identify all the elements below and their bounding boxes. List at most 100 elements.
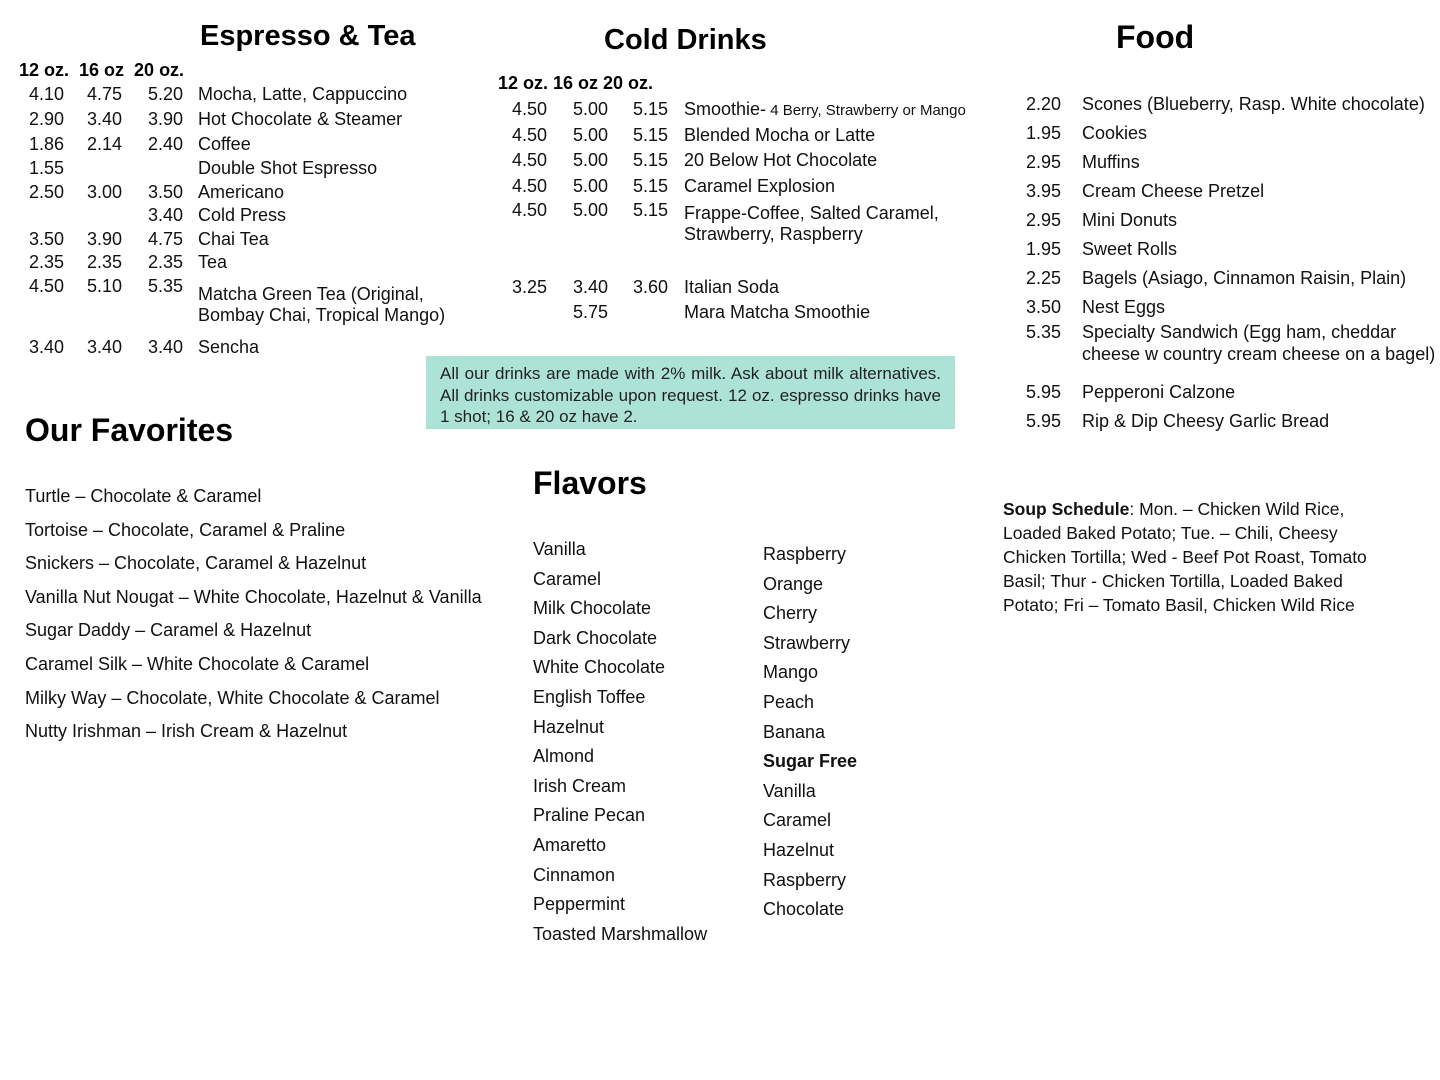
price-12oz: 3.40 bbox=[28, 337, 64, 357]
sugar-free-flavor-item: Vanilla bbox=[763, 780, 816, 801]
favorite-item: Caramel Silk – White Chocolate & Caramel bbox=[25, 654, 370, 674]
food-name: Mini Donuts bbox=[1082, 210, 1178, 230]
favorite-item: Sugar Daddy – Caramel & Hazelnut bbox=[25, 620, 312, 641]
flavor-item: Amaretto bbox=[533, 835, 607, 855]
item-name: Matcha Green Tea (Original, bbox=[198, 284, 424, 304]
espresso-title: Espresso & Tea bbox=[200, 20, 416, 52]
food-name: Rip & Dip Cheesy Garlic Bread bbox=[1082, 411, 1330, 431]
food-title: Food bbox=[1116, 19, 1195, 55]
flavor-item: Strawberry bbox=[763, 632, 851, 653]
price-16oz: 5.00 bbox=[572, 99, 608, 119]
flavor-item: Vanilla bbox=[533, 539, 586, 559]
price-16oz: 3.40 bbox=[86, 109, 122, 129]
food-price: 1.95 bbox=[1026, 239, 1062, 259]
food-name: Cookies bbox=[1082, 123, 1148, 143]
price-12oz: 4.50 bbox=[511, 150, 547, 170]
price-16oz: 5.75 bbox=[572, 302, 608, 322]
price-16oz: 3.90 bbox=[86, 229, 122, 249]
flavor-item: Milk Chocolate bbox=[533, 598, 652, 619]
flavor-item: White Chocolate bbox=[533, 657, 666, 678]
price-12oz: 1.55 bbox=[28, 158, 64, 178]
flavor-item: Mango bbox=[763, 662, 819, 683]
food-name: Specialty Sandwich (Egg ham, cheddar bbox=[1082, 322, 1397, 342]
price-16oz: 4.75 bbox=[86, 84, 122, 104]
sugar-free-flavor-item: Raspberry bbox=[763, 869, 847, 890]
favorite-item: Nutty Irishman – Irish Cream & Hazelnut bbox=[25, 721, 348, 742]
soup-schedule-label: Soup Schedule bbox=[1003, 499, 1130, 519]
milk-note: All our drinks are made with 2% milk. As… bbox=[426, 356, 955, 429]
soup-schedule: Soup Schedule: Mon. – Chicken Wild Rice,… bbox=[1003, 497, 1403, 617]
item-name: Double Shot Espresso bbox=[198, 158, 378, 178]
item-name: Blended Mocha or Latte bbox=[684, 125, 876, 145]
food-price: 5.95 bbox=[1026, 382, 1062, 402]
price-12oz: 3.50 bbox=[28, 229, 64, 249]
favorite-item: Milky Way – Chocolate, White Chocolate &… bbox=[25, 687, 440, 708]
sugar-free-flavor-item: Chocolate bbox=[763, 899, 845, 920]
flavor-item: Almond bbox=[533, 746, 595, 767]
price-20oz: 3.60 bbox=[632, 277, 668, 297]
price-12oz: 2.50 bbox=[28, 182, 64, 202]
item-name: Bombay Chai, Tropical Mango) bbox=[198, 305, 446, 325]
price-12oz: 2.35 bbox=[28, 252, 64, 272]
price-16oz: 2.35 bbox=[86, 252, 122, 272]
favorite-item: Tortoise – Chocolate, Caramel & Praline bbox=[25, 519, 346, 540]
price-20oz: 3.90 bbox=[147, 109, 183, 129]
price-16oz: 5.10 bbox=[86, 276, 122, 296]
food-name: Bagels (Asiago, Cinnamon Raisin, Plain) bbox=[1082, 268, 1407, 288]
price-12oz: 4.50 bbox=[511, 99, 547, 119]
price-12oz: 2.90 bbox=[28, 109, 64, 129]
item-name: Hot Chocolate & Steamer bbox=[198, 109, 403, 129]
price-20oz: 2.40 bbox=[147, 134, 183, 154]
sugar-free-heading: Sugar Free bbox=[763, 751, 858, 772]
item-name: Frappe-Coffee, Salted Caramel, bbox=[684, 203, 939, 223]
price-20oz: 3.40 bbox=[147, 205, 183, 225]
sugar-free-flavor-item: Hazelnut bbox=[763, 840, 835, 860]
food-price: 2.25 bbox=[1026, 268, 1062, 288]
price-12oz: 4.50 bbox=[511, 176, 547, 196]
favorites-title: Our Favorites bbox=[25, 412, 234, 448]
flavor-item: Peppermint bbox=[533, 894, 626, 915]
price-16oz: 5.00 bbox=[572, 200, 608, 220]
price-20oz: 5.15 bbox=[632, 150, 668, 170]
food-name: Cream Cheese Pretzel bbox=[1082, 181, 1265, 201]
price-20oz: 5.15 bbox=[632, 125, 668, 145]
flavor-item: Cinnamon bbox=[533, 864, 616, 885]
item-name: Smoothie- 4 Berry, Strawberry or Mango bbox=[684, 99, 966, 119]
flavor-item: Peach bbox=[763, 692, 815, 712]
price-20oz: 3.40 bbox=[147, 337, 183, 357]
price-20oz: 5.15 bbox=[632, 200, 668, 220]
item-name: Americano bbox=[198, 182, 285, 202]
food-price: 3.50 bbox=[1026, 297, 1062, 317]
price-20oz: 5.15 bbox=[632, 99, 668, 119]
food-name: Scones (Blueberry, Rasp. White chocolate… bbox=[1082, 94, 1425, 114]
item-name: Italian Soda bbox=[684, 277, 780, 297]
price-12oz: 3.25 bbox=[511, 277, 547, 297]
item-name: Strawberry, Raspberry bbox=[684, 224, 863, 244]
price-12oz: 4.50 bbox=[511, 125, 547, 145]
soup-schedule-text: : Mon. – Chicken Wild Rice, Loaded Baked … bbox=[1003, 499, 1367, 615]
item-name: Coffee bbox=[198, 134, 251, 154]
price-16oz: 5.00 bbox=[572, 150, 608, 170]
price-12oz: 4.10 bbox=[28, 84, 64, 104]
food-price: 2.20 bbox=[1026, 94, 1062, 114]
flavor-item: Praline Pecan bbox=[533, 805, 646, 826]
flavor-item: English Toffee bbox=[533, 687, 646, 707]
item-name: 20 Below Hot Chocolate bbox=[684, 150, 878, 170]
flavor-item: Irish Cream bbox=[533, 775, 627, 796]
cold-size-header: 12 oz. 16 oz 20 oz. bbox=[498, 73, 654, 93]
price-16oz: 2.14 bbox=[86, 134, 122, 154]
food-name: Sweet Rolls bbox=[1082, 239, 1178, 259]
food-price: 3.95 bbox=[1026, 181, 1062, 201]
sugar-free-flavor-item: Caramel bbox=[763, 810, 832, 831]
flavor-item: Caramel bbox=[533, 568, 602, 589]
food-price: 5.35 bbox=[1026, 322, 1062, 342]
price-12oz: 4.50 bbox=[511, 200, 547, 220]
price-16oz: 3.40 bbox=[86, 337, 122, 357]
food-name: Muffins bbox=[1082, 152, 1140, 172]
price-20oz: 5.20 bbox=[147, 84, 183, 104]
flavors-title: Flavors bbox=[533, 465, 647, 501]
price-16oz: 3.00 bbox=[86, 182, 122, 202]
item-name: Tea bbox=[198, 252, 228, 272]
flavor-item: Banana bbox=[763, 721, 826, 742]
price-20oz: 5.35 bbox=[147, 276, 183, 296]
